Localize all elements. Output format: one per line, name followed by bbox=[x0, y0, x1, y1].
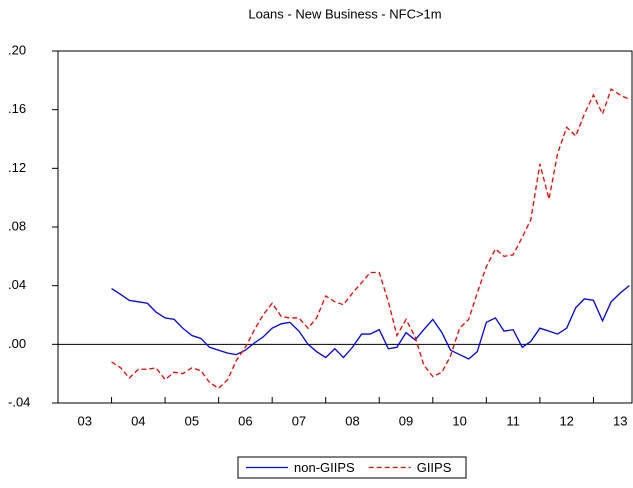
y-tick-label: .20 bbox=[8, 42, 26, 57]
series-line bbox=[111, 88, 630, 390]
series-line bbox=[111, 285, 630, 360]
x-tick-label: 07 bbox=[292, 413, 306, 428]
x-tick-label: 10 bbox=[452, 413, 466, 428]
chart-title: Loans - New Business - NFC>1m bbox=[248, 6, 441, 21]
y-tick-label: -.04 bbox=[8, 394, 30, 409]
legend-label: non-GIIPS bbox=[294, 460, 355, 475]
x-tick-label: 03 bbox=[78, 413, 92, 428]
x-tick-label: 11 bbox=[506, 413, 520, 428]
y-tick-label: .00 bbox=[8, 336, 26, 351]
x-tick-label: 05 bbox=[185, 413, 199, 428]
plot-frame bbox=[57, 50, 633, 404]
y-tick-label: .16 bbox=[8, 101, 26, 116]
x-tick-label: 12 bbox=[559, 413, 573, 428]
x-tick-label: 04 bbox=[131, 413, 145, 428]
x-tick-label: 06 bbox=[238, 413, 252, 428]
legend-label: GIIPS bbox=[417, 460, 452, 475]
x-tick-label: 09 bbox=[399, 413, 413, 428]
legend-box bbox=[237, 456, 467, 479]
x-tick-label: 08 bbox=[345, 413, 359, 428]
y-tick-label: .04 bbox=[8, 277, 26, 292]
y-tick-label: .08 bbox=[8, 218, 26, 233]
x-tick-label: 13 bbox=[613, 413, 627, 428]
y-tick-label: .12 bbox=[8, 160, 26, 175]
